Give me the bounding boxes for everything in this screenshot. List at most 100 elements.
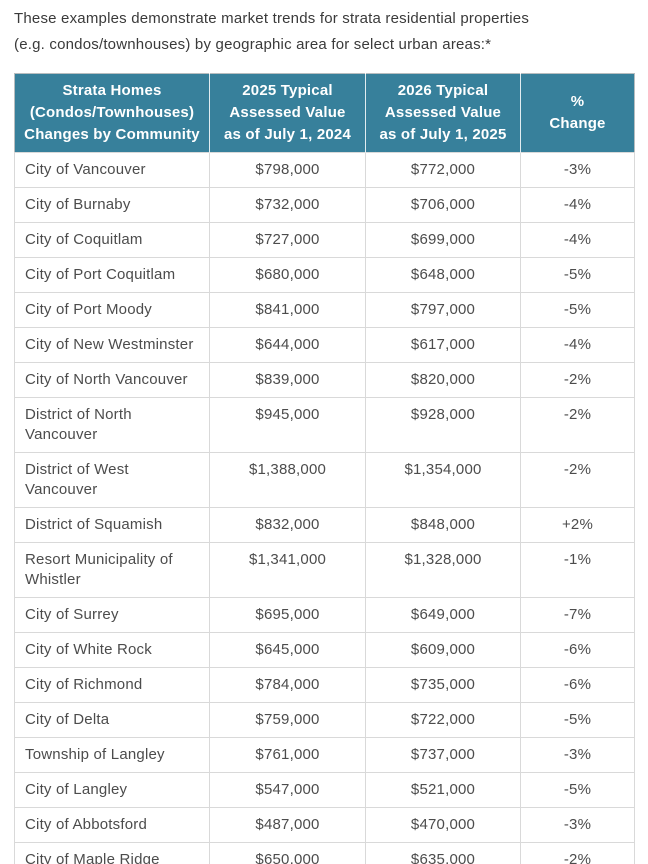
percent-change-cell: +2% <box>520 507 635 543</box>
intro-line-2: (e.g. condos/townhouses) by geographic a… <box>14 36 492 53</box>
percent-change-cell: -4% <box>520 327 635 363</box>
assessed-value-2025-cell: $798,000 <box>209 152 366 188</box>
percent-change-cell: -2% <box>520 397 635 453</box>
assessed-value-2025-cell: $1,388,000 <box>209 452 366 508</box>
percent-change-cell: -5% <box>520 292 635 328</box>
percent-change-cell: -7% <box>520 597 635 633</box>
column-header-1: Strata Homes (Condos/Townhouses) Changes b… <box>14 73 210 153</box>
assessed-value-2025-cell: $732,000 <box>209 187 366 223</box>
percent-change-cell: -5% <box>520 772 635 808</box>
assessed-value-2025-cell: $784,000 <box>209 667 366 703</box>
community-cell: City of Langley <box>14 772 210 808</box>
column-header-line: Changes by Community <box>24 126 200 143</box>
assessed-value-2026-cell: $722,000 <box>365 702 521 738</box>
table-row: City of Abbotsford $487,000 $470,000 -3% <box>14 807 635 843</box>
community-cell: City of Port Coquitlam <box>14 257 210 293</box>
community-cell: City of Port Moody <box>14 292 210 328</box>
percent-change-cell: -6% <box>520 632 635 668</box>
table-row: Resort Municipality of Whistler $1,341,00… <box>14 542 635 598</box>
community-cell: City of Richmond <box>14 667 210 703</box>
assessed-value-2025-cell: $547,000 <box>209 772 366 808</box>
community-cell: City of Maple Ridge <box>14 842 210 864</box>
assessed-value-2026-cell: $1,354,000 <box>365 452 521 508</box>
assessed-value-2025-cell: $645,000 <box>209 632 366 668</box>
assessed-value-2026-cell: $699,000 <box>365 222 521 258</box>
community-cell: City of New Westminster <box>14 327 210 363</box>
assessed-value-2025-cell: $680,000 <box>209 257 366 293</box>
percent-change-cell: -5% <box>520 257 635 293</box>
community-cell: City of Burnaby <box>14 187 210 223</box>
community-cell: City of Vancouver <box>14 152 210 188</box>
community-cell: City of Abbotsford <box>14 807 210 843</box>
percent-change-cell: -2% <box>520 362 635 398</box>
table-body: City of Vancouver $798,000 $772,000 -3% City… <box>14 152 635 864</box>
community-cell: City of Coquitlam <box>14 222 210 258</box>
column-header-line: 2026 Typical <box>397 82 489 99</box>
table-row: City of White Rock $645,000 $609,000 -6% <box>14 632 635 668</box>
column-header-line: 2025 Typical <box>242 82 333 99</box>
table-row: District of Squamish $832,000 $848,000 +2% <box>14 507 635 543</box>
percent-change-cell: -1% <box>520 542 635 598</box>
assessed-value-2025-cell: $644,000 <box>209 327 366 363</box>
assessed-value-2026-cell: $635,000 <box>365 842 521 864</box>
assessed-value-2026-cell: $649,000 <box>365 597 521 633</box>
community-cell: City of White Rock <box>14 632 210 668</box>
assessed-value-2026-cell: $848,000 <box>365 507 521 543</box>
percent-change-cell: -4% <box>520 222 635 258</box>
assessed-value-2025-cell: $650,000 <box>209 842 366 864</box>
assessed-value-2026-cell: $648,000 <box>365 257 521 293</box>
column-header-3: 2026 Typical Assessed Value as of July 1, … <box>365 73 521 153</box>
community-cell: Resort Municipality of Whistler <box>14 542 210 598</box>
table-row: City of Coquitlam $727,000 $699,000 -4% <box>14 222 635 258</box>
assessed-value-2026-cell: $1,328,000 <box>365 542 521 598</box>
assessed-value-2026-cell: $609,000 <box>365 632 521 668</box>
intro-text: These examples demonstrate market trends… <box>14 6 634 58</box>
table-row: City of Port Moody $841,000 $797,000 -5% <box>14 292 635 328</box>
community-cell: District of West Vancouver <box>14 452 210 508</box>
column-header-line: as of July 1, 2025 <box>379 126 507 143</box>
assessed-value-2026-cell: $706,000 <box>365 187 521 223</box>
percent-change-cell: -3% <box>520 737 635 773</box>
assessed-value-2026-cell: $772,000 <box>365 152 521 188</box>
column-header-2: 2025 Typical Assessed Value as of July 1, … <box>209 73 366 153</box>
assessed-value-2025-cell: $759,000 <box>209 702 366 738</box>
percent-change-cell: -4% <box>520 187 635 223</box>
assessed-value-2025-cell: $1,341,000 <box>209 542 366 598</box>
table-row: City of Maple Ridge $650,000 $635,000 -2% <box>14 842 635 864</box>
assessed-value-2025-cell: $727,000 <box>209 222 366 258</box>
community-cell: City of Delta <box>14 702 210 738</box>
assessed-value-2026-cell: $797,000 <box>365 292 521 328</box>
assessed-value-2025-cell: $832,000 <box>209 507 366 543</box>
table-row: City of Vancouver $798,000 $772,000 -3% <box>14 152 635 188</box>
table-row: District of North Vancouver $945,000 $928,… <box>14 397 635 453</box>
assessed-value-2025-cell: $945,000 <box>209 397 366 453</box>
column-header-line: % <box>570 93 585 110</box>
assessed-value-2025-cell: $761,000 <box>209 737 366 773</box>
column-header-line: (Condos/Townhouses) <box>29 104 195 121</box>
percent-change-cell: -3% <box>520 152 635 188</box>
percent-change-cell: -2% <box>520 452 635 508</box>
column-header-line: Change <box>549 115 606 132</box>
table-header: Strata Homes (Condos/Townhouses) Changes b… <box>14 73 635 153</box>
table-row: City of Langley $547,000 $521,000 -5% <box>14 772 635 808</box>
assessed-value-2026-cell: $521,000 <box>365 772 521 808</box>
assessed-value-2025-cell: $695,000 <box>209 597 366 633</box>
percent-change-cell: -5% <box>520 702 635 738</box>
assessed-value-2026-cell: $737,000 <box>365 737 521 773</box>
table-row: District of West Vancouver $1,388,000 $1,3… <box>14 452 635 508</box>
assessed-value-2025-cell: $841,000 <box>209 292 366 328</box>
table-row: City of North Vancouver $839,000 $820,000-… <box>14 362 635 398</box>
community-cell: City of North Vancouver <box>14 362 210 398</box>
intro-line-1: These examples demonstrate market trends… <box>14 10 530 27</box>
percent-change-cell: -2% <box>520 842 635 864</box>
column-header-4: % Change <box>520 73 635 153</box>
assessed-value-2026-cell: $617,000 <box>365 327 521 363</box>
column-header-line: as of July 1, 2024 <box>223 126 351 143</box>
table-row: City of Port Coquitlam $680,000 $648,000 -5… <box>14 257 635 293</box>
table-row: Township of Langley $761,000 $737,000 -3% <box>14 737 635 773</box>
assessed-value-2025-cell: $839,000 <box>209 362 366 398</box>
column-header-line: Assessed Value <box>384 104 502 121</box>
table-row: City of New Westminster $644,000 $617,000-… <box>14 327 635 363</box>
column-header-line: Assessed Value <box>229 104 346 121</box>
